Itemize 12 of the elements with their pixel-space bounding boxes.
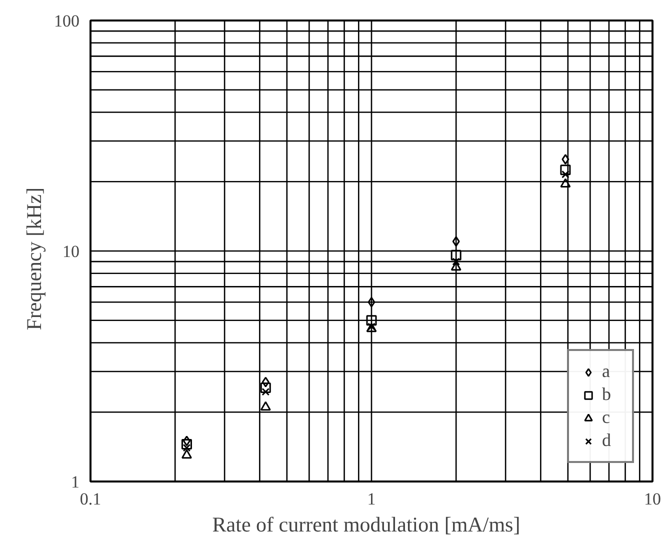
x-tick-label: 10 — [644, 490, 661, 508]
y-axis-title: Frequency [kHz] — [22, 187, 46, 330]
legend-label: a — [602, 361, 611, 382]
y-tick-label: 10 — [62, 242, 80, 261]
legend-label: c — [602, 407, 611, 428]
y-tick-label: 1 — [71, 472, 80, 492]
x-tick-label: 0.1 — [80, 490, 102, 508]
x-axis-title: Rate of current modulation [mA/ms] — [212, 512, 520, 536]
x-tick-label: 1 — [367, 490, 376, 508]
legend-label: d — [602, 430, 612, 451]
y-tick-label: 100 — [54, 12, 80, 30]
legend-label: b — [602, 384, 612, 405]
